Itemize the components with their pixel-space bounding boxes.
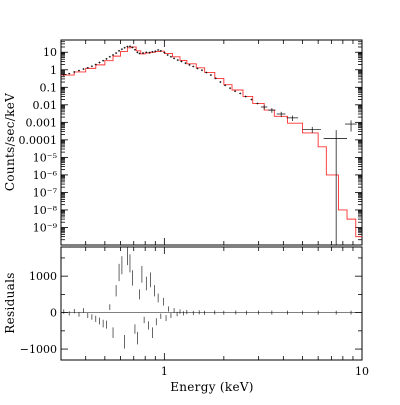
residuals-panel-frame [60,246,363,361]
residuals-y-tick-label: −1000 [20,343,57,356]
residuals-y-tick-label: 1000 [29,270,57,283]
spectrum-panel: 10 1 0.1 0.01 0.001 0.0001 10⁻⁵ 10⁻⁶ 10⁻⁷ 10⁻⁸ 10⁻… [3,39,363,246]
residuals-panel-ticks [60,247,363,360]
residuals-y-tick-labels: 1000 0 −1000 [20,270,57,356]
energy-x-axis-title: Energy (keV) [170,380,254,394]
energy-x-tick-label: 1 [161,365,168,378]
spectrum-y-tick-label: 0.001 [26,116,58,129]
spectrum-y-tick-label: 1 [50,64,57,77]
spectrum-y-tick-label: 0.0001 [19,134,58,147]
spectrum-y-tick-label: 10⁻⁵ [33,151,57,164]
residuals-panel: 1000 0 −1000 1 10 Residuals Energy (keV) [3,246,369,394]
spectrum-y-tick-labels: 10 1 0.1 0.01 0.001 0.0001 10⁻⁵ 10⁻⁶ 10⁻⁷ 10⁻⁸ 10⁻… [19,46,58,234]
residuals-y-axis-title: Residuals [3,272,17,333]
spectrum-y-tick-label: 0.01 [33,99,58,112]
spectrum-y-tick-label: 10 [43,46,57,59]
model-histogram-line [61,46,362,238]
spectrum-y-tick-label: 10⁻⁷ [33,186,58,199]
residuals-y-tick-label: 0 [50,307,57,320]
spectrum-y-tick-label: 0.1 [40,81,58,94]
model-series [61,46,362,238]
spectrum-y-tick-label: 10⁻⁸ [33,204,58,217]
energy-x-tick-label: 10 [355,365,369,378]
spectrum-y-axis-title: Counts/sec/keV [3,93,17,191]
spectrum-y-tick-label: 10⁻⁶ [33,169,58,182]
energy-x-tick-labels: 1 10 [161,365,369,378]
data-series [61,45,357,245]
spectrum-y-tick-label: 10⁻⁹ [33,221,58,234]
residuals-series [63,247,352,349]
spectrum-panel-ticks [60,39,363,246]
